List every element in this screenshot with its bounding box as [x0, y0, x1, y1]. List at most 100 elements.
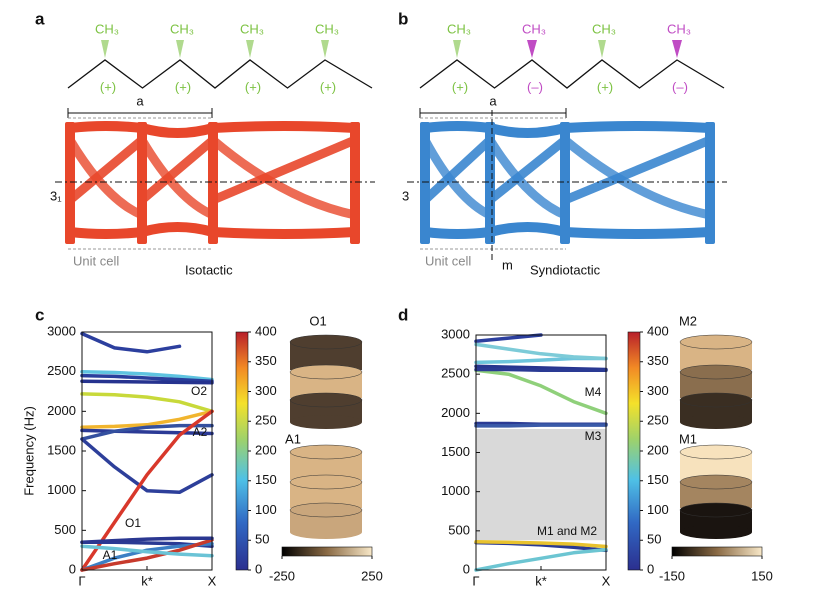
strut: [139, 136, 216, 204]
pillar: [485, 122, 495, 244]
wedge: [176, 40, 184, 58]
tacticity-label: Syndiotactic: [530, 262, 601, 277]
strut: [140, 123, 215, 138]
band: [474, 547, 608, 572]
inset-disk: [289, 474, 363, 490]
x-tick-label: X: [208, 573, 217, 588]
inset-disk: [680, 415, 752, 429]
band: [80, 536, 214, 544]
pillar: [65, 122, 75, 244]
sign-label: (+): [597, 79, 613, 94]
strut: [210, 136, 356, 220]
colorbar-tick-label: 350: [255, 353, 277, 368]
strut: [488, 222, 567, 237]
x-tick-label: X: [602, 573, 611, 588]
inset-disk: [290, 525, 362, 539]
inset-label: M1: [679, 431, 697, 446]
strut: [138, 137, 215, 220]
inset-disk: [679, 444, 753, 460]
colorbar-tick-label: 200: [647, 442, 669, 457]
band: [474, 333, 543, 344]
inset-colorbar-label: 150: [751, 568, 773, 583]
pillar: [350, 122, 360, 244]
strut: [421, 136, 494, 204]
colorbar-tick-label: 150: [647, 472, 669, 487]
annotation: O1: [125, 516, 141, 530]
pillar: [560, 122, 570, 244]
y-tick-label: 1500: [47, 442, 76, 457]
y-tick-label: 0: [69, 561, 76, 576]
y-tick-label: 3000: [441, 326, 470, 341]
panel-label: b: [398, 9, 408, 28]
panel-label: c: [35, 305, 44, 324]
strut: [67, 136, 145, 204]
band: [80, 409, 214, 429]
strut: [212, 227, 356, 239]
sign-label: (–): [672, 79, 688, 94]
strut: [421, 137, 493, 220]
wedge: [321, 40, 329, 58]
inset-disk: [289, 334, 363, 350]
y-tick-label: 1000: [47, 482, 76, 497]
group-label: CH₃: [240, 21, 264, 36]
wedge: [672, 40, 682, 58]
panel-label: d: [398, 305, 408, 324]
y-tick-label: 2500: [441, 366, 470, 381]
inset-colorbar-label: -250: [269, 568, 295, 583]
x-tick-label: Γ: [472, 573, 479, 588]
band: [474, 540, 608, 549]
inset-disk: [289, 444, 363, 460]
strut: [487, 136, 568, 204]
band: [80, 373, 214, 383]
annotation: A1: [103, 548, 118, 562]
panel-label: a: [35, 9, 45, 28]
wedge: [246, 40, 254, 58]
inset-disk: [289, 364, 363, 380]
inset-colorbar-label: -150: [659, 568, 685, 583]
pillar: [705, 122, 715, 244]
group-label: CH₃: [95, 21, 119, 36]
colorbar-tick-label: 300: [647, 383, 669, 398]
pillar: [420, 122, 430, 244]
x-tick-label: Γ: [78, 573, 85, 588]
strut: [69, 227, 143, 239]
colorbar: [235, 331, 249, 571]
band-gap: [476, 429, 606, 541]
inset-disk: [679, 364, 753, 380]
strut: [140, 222, 215, 237]
band: [80, 544, 214, 558]
sign-label: (+): [452, 79, 468, 94]
inset-disk: [679, 502, 753, 518]
y-tick-label: 0: [463, 561, 470, 576]
annotation: O2: [191, 384, 207, 398]
inset-disk: [679, 392, 753, 408]
pillar: [137, 122, 147, 244]
annotation: M3: [585, 429, 602, 443]
annotation: M1 and M2: [537, 524, 597, 538]
colorbar-tick-label: 0: [647, 561, 654, 576]
band: [80, 437, 214, 495]
band: [474, 423, 608, 428]
y-tick-label: 2000: [441, 405, 470, 420]
inset-disk: [679, 474, 753, 490]
chain: [419, 59, 725, 89]
colorbar-tick-label: 150: [255, 472, 277, 487]
mirror-label: m: [502, 257, 513, 272]
wedge: [598, 40, 606, 58]
strut: [562, 136, 711, 220]
strut: [424, 227, 491, 239]
tacticity-label: Isotactic: [185, 262, 233, 277]
group-label: CH₃: [592, 21, 616, 36]
colorbar-tick-label: 400: [647, 323, 669, 338]
annotation: M4: [585, 385, 602, 399]
x-tick-label: k*: [141, 573, 153, 588]
y-tick-label: 500: [54, 522, 76, 537]
plot-frame: [475, 334, 607, 571]
inset-label: A1: [285, 431, 301, 446]
strut: [69, 121, 143, 133]
colorbar-tick-label: 100: [255, 502, 277, 517]
colorbar-tick-label: 50: [647, 532, 661, 547]
band: [474, 342, 608, 361]
inset-colorbar-label: 250: [361, 568, 383, 583]
